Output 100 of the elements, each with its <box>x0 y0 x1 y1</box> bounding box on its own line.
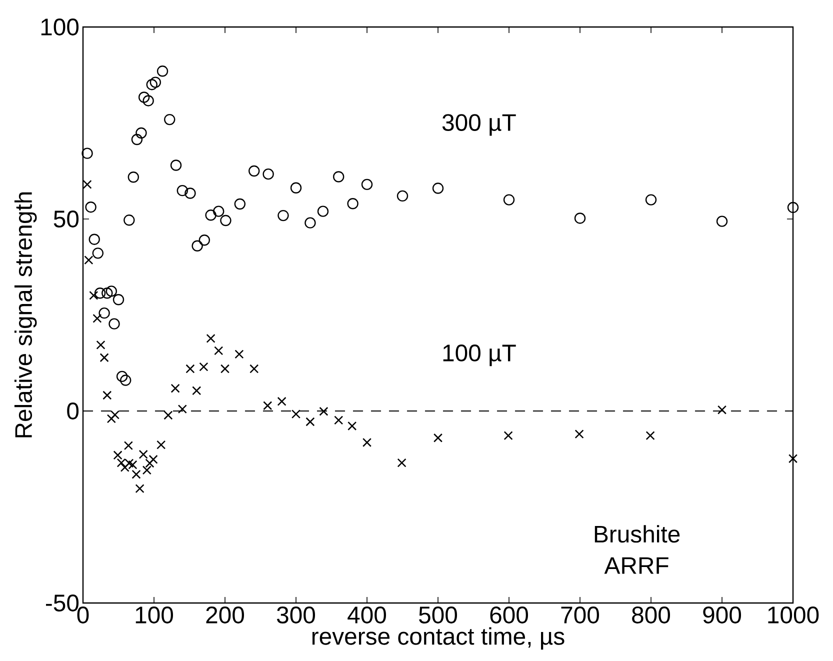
point <box>176 184 188 196</box>
x-axis-title: reverse contact time, µs <box>312 627 564 650</box>
point <box>717 405 727 414</box>
point <box>397 458 406 468</box>
point <box>108 318 120 330</box>
point <box>291 410 301 419</box>
series-label: 300 µT <box>442 114 516 136</box>
point <box>362 438 372 448</box>
x-tick-label: 100 <box>136 606 173 624</box>
x-tick-label: 800 <box>632 606 670 624</box>
x-tick-label: 700 <box>561 606 600 624</box>
point <box>120 374 132 386</box>
x-tick-label: 500 <box>419 606 458 624</box>
point <box>131 134 143 146</box>
point <box>110 410 120 420</box>
point <box>88 234 100 245</box>
y-tick-label: 100 <box>41 18 79 36</box>
point <box>100 353 109 362</box>
x-tick-label: 200 <box>206 606 244 624</box>
point <box>102 390 112 400</box>
point <box>396 190 408 202</box>
point <box>334 416 344 425</box>
point <box>150 76 162 88</box>
point <box>146 78 158 90</box>
point <box>138 92 150 103</box>
point <box>220 364 230 374</box>
point <box>198 234 210 246</box>
point <box>148 454 158 464</box>
point <box>132 470 141 479</box>
point <box>136 127 147 139</box>
point <box>124 441 133 450</box>
y-tick-label: -50 <box>46 594 79 612</box>
point <box>234 198 246 210</box>
point <box>263 401 272 410</box>
point <box>82 148 93 159</box>
point <box>262 168 274 180</box>
point <box>96 340 106 350</box>
point <box>116 370 128 382</box>
point <box>504 431 513 440</box>
point <box>206 334 216 343</box>
point <box>333 171 344 182</box>
point <box>186 364 195 374</box>
point <box>192 240 203 252</box>
point <box>156 66 168 77</box>
point <box>788 454 798 464</box>
x-tick-label: 300 <box>276 606 316 624</box>
point <box>112 294 124 306</box>
point <box>304 217 316 228</box>
point <box>646 431 655 440</box>
point <box>138 450 148 459</box>
point <box>278 210 289 222</box>
point <box>361 178 373 190</box>
point <box>106 414 116 424</box>
point <box>290 182 302 194</box>
point <box>213 206 224 217</box>
point <box>92 314 102 323</box>
point <box>178 404 187 414</box>
y-tick-label: 0 <box>67 402 79 420</box>
point <box>192 386 202 396</box>
point <box>277 396 286 406</box>
point <box>716 216 728 227</box>
text: 100 µT <box>443 344 516 366</box>
point <box>164 114 176 126</box>
point <box>574 430 584 439</box>
point <box>220 214 232 226</box>
point <box>250 364 259 374</box>
x-tick-label: 600 <box>490 606 528 624</box>
point <box>113 450 122 460</box>
point <box>94 288 106 299</box>
x-tick-label: 400 <box>348 606 386 624</box>
annotation: ARRF <box>604 557 668 574</box>
point <box>142 95 154 106</box>
point <box>164 410 173 420</box>
y-axis-title: Relative signal strength <box>14 192 37 438</box>
point <box>574 212 586 224</box>
point <box>433 433 443 442</box>
x-tick-label: 1000 <box>768 606 819 624</box>
point <box>102 288 113 299</box>
point <box>156 440 166 450</box>
annotation: Brushite <box>594 525 680 543</box>
point <box>142 466 152 475</box>
x-tick-label: 900 <box>703 606 742 624</box>
point <box>84 256 94 265</box>
point <box>85 201 96 213</box>
point <box>128 172 140 183</box>
point <box>234 350 244 359</box>
point <box>106 286 117 297</box>
point <box>184 188 196 199</box>
point <box>214 346 224 356</box>
point <box>170 384 180 393</box>
point <box>199 362 208 372</box>
point <box>92 248 104 259</box>
point <box>248 165 260 177</box>
point <box>145 458 154 468</box>
point <box>503 194 515 206</box>
point <box>82 180 92 189</box>
point <box>787 202 799 214</box>
point <box>89 290 98 300</box>
point <box>306 417 315 426</box>
point <box>317 206 329 217</box>
